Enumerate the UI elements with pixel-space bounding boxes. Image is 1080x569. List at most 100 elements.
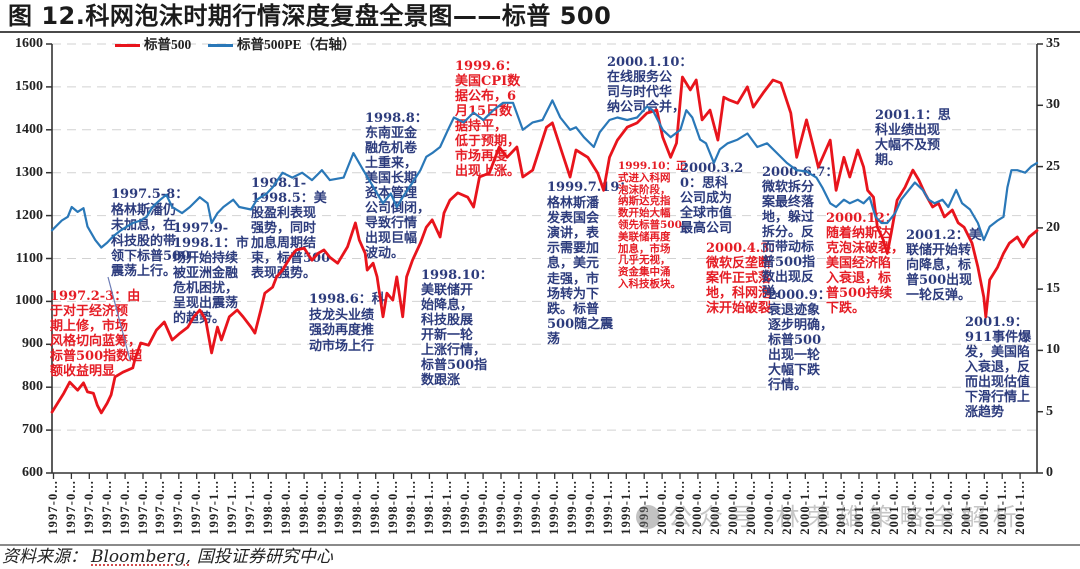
annotation-line: 入科技板块。 xyxy=(618,278,681,291)
annotation-line: 期。 xyxy=(875,152,902,168)
annotation-line: 发，美国陷 xyxy=(965,344,1031,360)
x-tick-label: 1999-0... xyxy=(511,480,526,535)
annotation-line: 下跌。 xyxy=(826,300,866,316)
annotation-2000-12: 2000.12： 随着纳斯达 克泡沫破裂， 美国经济陷 入衰退，标 普500持续 下跌。 xyxy=(826,211,904,316)
x-tick-label: 1997-0... xyxy=(46,480,60,535)
x-tick-label: 1997-1... xyxy=(207,480,222,535)
annotation-line: 入衰退，反 xyxy=(965,359,1031,375)
x-tick-label: 2000-0... xyxy=(744,480,759,535)
x-tick-label: 1999-0... xyxy=(475,480,490,535)
annotation-line: 上涨行情， xyxy=(421,342,487,358)
annotation-line: 期上修，市场 xyxy=(50,318,129,334)
annotation-line: 场开始持续 xyxy=(173,250,239,266)
annotation-line: 大幅下跌 xyxy=(768,362,821,378)
annotation-line: 土重来， xyxy=(365,155,418,171)
annotation-line: 911事件爆 xyxy=(965,329,1032,345)
annotation-line: 2000.1.10： xyxy=(607,54,693,70)
annotation-line: 美联储开 xyxy=(421,282,474,298)
title-divider xyxy=(0,31,1080,33)
x-tick-label: 2001-0... xyxy=(941,480,955,535)
annotation-line: 1997.9- xyxy=(173,220,229,236)
x-tick-label: 1998-0... xyxy=(314,480,329,535)
annotation-1998-10: 1998.10： 美联储开 始降息， 科技股展 开新一轮 上涨行情， 标普500指 数跟涨 xyxy=(421,268,493,388)
annotation-line: 风格切向蓝筹， xyxy=(50,333,142,349)
x-tick-label: 2000-0... xyxy=(708,480,723,535)
annotation-line: 开新一轮 xyxy=(421,327,474,343)
annotation-line: 于对于经济预 xyxy=(50,303,129,319)
y-tick-label-left: 1500 xyxy=(15,78,43,94)
annotation-line: 涨趋势 xyxy=(965,404,1005,420)
x-tick-label: 2001-0... xyxy=(976,480,991,535)
x-tick-label: 2001-0... xyxy=(958,480,973,535)
x-tick-label: 1999-0... xyxy=(493,480,508,535)
annotation-2001-1: 2001.1：思 科业绩出现 大幅不及预 期。 xyxy=(875,108,951,168)
annotation-2000-3-20: 2000.3.2 0：思科 公司成为 全球市值 最高公司 xyxy=(680,161,743,236)
x-tick-label: 1997-0... xyxy=(99,480,114,535)
annotation-line: 月15日数 xyxy=(455,103,513,119)
annotation-line: 全球市值 xyxy=(680,205,733,221)
annotation-line: 普500持续 xyxy=(826,285,893,301)
annotation-line: 2000.6.7： xyxy=(762,164,839,180)
annotation-line: 美国CPI数 xyxy=(455,73,521,89)
annotation-line: 案最终落 xyxy=(762,194,815,210)
annotation-line: 1998.10： xyxy=(421,267,493,283)
x-tick-label: 1998-1... xyxy=(439,480,454,535)
annotation-line: 标普500指数超 xyxy=(50,348,143,364)
annotation-line: 波动。 xyxy=(365,245,405,261)
y-tick-label-left: 800 xyxy=(22,379,43,395)
x-tick-label: 1997-0... xyxy=(153,480,168,535)
x-tick-label: 1998-0... xyxy=(368,480,383,535)
x-tick-label: 1998-0... xyxy=(260,480,275,535)
y-tick-label-right: 25 xyxy=(1046,158,1060,174)
annotation-line: 出现一轮 xyxy=(768,347,821,363)
y-tick-label-right: 20 xyxy=(1046,219,1060,235)
annotation-line: 额收益明显 xyxy=(50,363,116,379)
annotation-line: 格林斯潘仍 xyxy=(111,202,177,218)
annotation-line: 在线服务公 xyxy=(607,69,673,85)
annotation-line: 出现上涨。 xyxy=(455,163,521,179)
annotation-line: 1998.6：科 xyxy=(309,292,385,308)
legend-swatch-red-line xyxy=(115,44,140,47)
annotation-2000-1-10: 2000.1.10： 在线服务公 司与时代华 纳公司合并， xyxy=(607,55,692,115)
annotation-line: 公司成为 xyxy=(680,190,733,206)
x-tick-label: 2001-1... xyxy=(994,480,1009,535)
x-tick-label: 2000-0... xyxy=(654,480,669,535)
annotation-line: 强劲再度推 xyxy=(309,323,375,339)
annotation-line: 1997.2-3：由 xyxy=(50,288,141,304)
annotation-2001-9: 2001.9： 911事件爆 发，美国陷 入衰退，反 而出现估值 下滑行情上 涨趋势 xyxy=(965,315,1031,420)
x-tick-label: 2000-1... xyxy=(815,480,830,535)
x-tick-label: 1999-0... xyxy=(547,480,562,535)
annotation-line: 1999.6： xyxy=(455,58,518,74)
annotation-line: 克泡沫破裂， xyxy=(826,240,905,256)
x-tick-label: 1999-0... xyxy=(583,480,597,535)
annotation-line: 科业绩出现 xyxy=(875,122,941,138)
x-tick-label: 1998-0... xyxy=(332,480,347,535)
annotation-line: 股盈利表现 xyxy=(251,205,317,221)
y-tick-label-left: 600 xyxy=(22,465,43,480)
annotation-line: 500随之震 xyxy=(547,317,614,333)
annotation-line: 科技股展 xyxy=(421,312,474,328)
y-tick-label-right: 10 xyxy=(1046,342,1060,358)
annotation-1998-6: 1998.6：科 技龙头业绩 强劲再度推 动市场上行 xyxy=(309,292,385,354)
source-label: 资料来源： xyxy=(2,547,87,567)
x-tick-label: 2000-0... xyxy=(672,480,687,535)
annotation-1997-2-3: 1997.2-3：由 于对于经济预 期上修，市场 风格切向蓝筹， 标普500指数超 额收益… xyxy=(50,289,142,379)
x-tick-label: 1997-0... xyxy=(135,480,150,535)
x-tick-label: 2001-0... xyxy=(923,480,938,535)
annotation-line: 随着纳斯达 xyxy=(826,225,892,241)
annotation-line: 衰退迹象 xyxy=(768,302,821,318)
x-tick-label: 1999-0... xyxy=(457,480,472,535)
x-tick-label: 1999-1... xyxy=(618,480,633,535)
y-tick-label-left: 1200 xyxy=(15,207,43,223)
x-tick-label: 1999-1... xyxy=(636,480,651,535)
annotation-line: 1998.1- xyxy=(251,175,307,191)
annotation-line: 大幅不及预 xyxy=(875,137,941,153)
x-tick-label: 1997-0... xyxy=(189,480,204,535)
x-tick-label: 1997-1... xyxy=(242,480,257,535)
x-tick-label: 2001-0... xyxy=(887,480,902,535)
y-tick-label-right: 5 xyxy=(1046,403,1053,419)
x-tick-label: 1997-0... xyxy=(117,480,132,535)
footer-divider xyxy=(0,544,1080,546)
x-tick-label: 1998-0... xyxy=(278,480,293,535)
annotation-line: 动市场上行 xyxy=(309,338,375,354)
